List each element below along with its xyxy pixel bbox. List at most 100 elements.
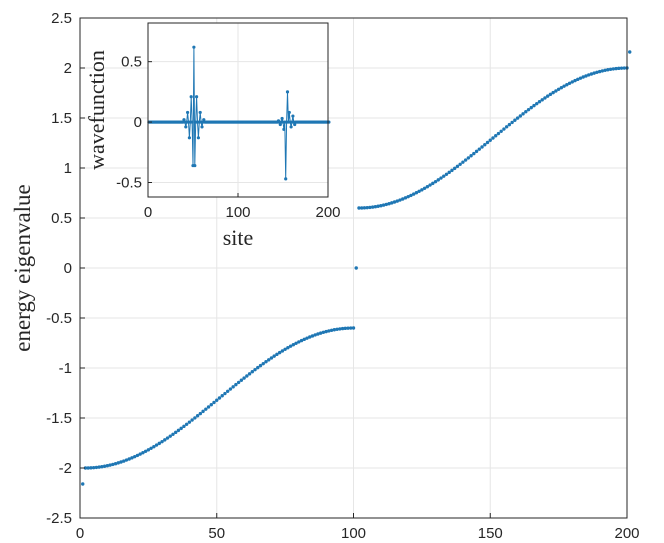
main-data-point <box>472 151 476 156</box>
main-data-point <box>127 457 131 461</box>
main-data-point <box>611 67 616 71</box>
main-data-point <box>83 466 88 470</box>
main-data-point <box>387 201 391 206</box>
main-data-point <box>149 446 153 450</box>
inset-data-point <box>282 127 286 131</box>
main-data-point <box>567 81 572 85</box>
inset-data-point <box>287 110 291 115</box>
main-data-point <box>576 77 580 82</box>
main-data-point <box>349 326 353 330</box>
main-data-point <box>488 138 492 142</box>
main-data-point <box>308 335 312 339</box>
main-data-point <box>535 101 539 106</box>
main-data-point <box>225 389 230 393</box>
main-data-point <box>179 426 183 431</box>
main-data-point <box>368 205 372 210</box>
main-data-point <box>439 176 443 180</box>
inset-x-axis-title: site <box>223 225 254 250</box>
main-data-point <box>559 86 564 90</box>
inset-data-point <box>284 177 288 181</box>
main-data-point <box>283 347 287 352</box>
main-data-point <box>141 451 145 455</box>
inset-data-point <box>196 136 200 140</box>
main-data-point <box>606 68 610 72</box>
inset-data-point <box>186 110 190 115</box>
main-data-point <box>86 466 90 470</box>
inset-data-point <box>293 122 297 127</box>
main-data-point <box>496 131 501 136</box>
main-data-point <box>532 103 536 108</box>
main-data-point <box>556 87 561 92</box>
main-data-point <box>332 328 337 332</box>
main-data-point <box>444 172 449 176</box>
main-data-point <box>428 183 432 187</box>
inset-data-point <box>192 45 196 49</box>
main-data-point <box>269 356 274 360</box>
main-data-point <box>135 453 140 458</box>
main-data-point <box>411 192 416 196</box>
main-data-point <box>288 344 293 348</box>
main-data-point <box>390 201 394 205</box>
main-data-point <box>223 391 227 396</box>
main-data-point <box>124 458 129 462</box>
inset-data-point <box>195 95 199 99</box>
main-data-point <box>461 160 465 164</box>
main-data-point <box>146 448 151 452</box>
main-data-point <box>201 409 205 414</box>
main-y-tick-label: -0.5 <box>46 310 72 327</box>
main-data-point <box>105 464 110 468</box>
main-x-tick-label: 100 <box>341 525 366 542</box>
main-data-point <box>485 140 490 145</box>
main-data-point <box>81 482 85 486</box>
main-data-point <box>592 71 596 75</box>
main-data-point <box>360 206 364 210</box>
main-data-point <box>264 360 268 364</box>
main-data-point <box>302 337 306 342</box>
main-y-tick-label: 1.5 <box>51 110 72 127</box>
main-data-point <box>540 98 544 102</box>
main-data-point <box>491 136 495 140</box>
inset-y-tick-label: 0.5 <box>121 54 142 71</box>
inset-y-axis-title: wavefunction <box>84 50 109 170</box>
main-data-point <box>619 66 624 70</box>
main-data-point <box>102 464 107 468</box>
main-data-point <box>398 198 402 202</box>
main-data-point <box>526 107 531 112</box>
main-data-point <box>329 328 334 332</box>
main-data-point <box>420 188 424 192</box>
main-data-point <box>483 143 487 147</box>
main-data-point <box>543 96 547 100</box>
inset-y-axis-ticks: -0.5 0 0.5 <box>116 54 152 192</box>
main-data-point <box>452 166 457 171</box>
main-y-tick-label: -2.5 <box>46 510 72 527</box>
main-data-point <box>589 72 594 76</box>
main-data-point <box>143 449 148 454</box>
main-data-point <box>474 149 479 154</box>
main-data-point <box>622 66 626 70</box>
main-data-point <box>318 331 323 335</box>
main-data-point <box>291 342 296 347</box>
main-data-point <box>406 194 410 199</box>
main-data-point <box>395 199 399 203</box>
main-data-point <box>193 416 197 420</box>
main-data-point <box>236 380 241 385</box>
main-data-point <box>190 418 194 422</box>
inset-data-point <box>280 116 284 121</box>
main-data-point <box>425 184 430 189</box>
inset-data-point <box>278 122 282 127</box>
main-data-point <box>256 365 260 370</box>
inset-y-tick-label: 0 <box>134 114 142 131</box>
main-data-point <box>603 68 607 72</box>
main-data-point <box>338 327 342 331</box>
main-data-point <box>160 439 164 444</box>
main-data-point <box>299 338 304 343</box>
inset-data-point <box>193 163 197 168</box>
main-data-point <box>280 349 285 353</box>
main-y-tick-label: 0.5 <box>51 210 72 227</box>
main-data-point <box>392 200 397 204</box>
main-data-point <box>504 125 509 129</box>
main-data-point <box>324 329 328 334</box>
main-data-point <box>545 94 550 98</box>
main-data-point <box>212 400 216 405</box>
